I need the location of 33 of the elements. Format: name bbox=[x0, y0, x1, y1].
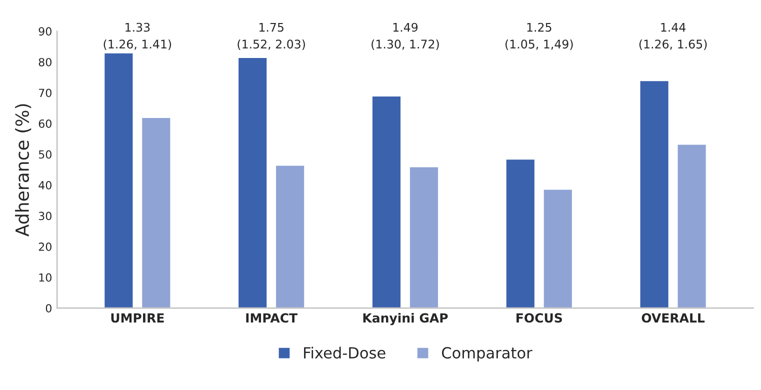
y-tick-label: 50 bbox=[38, 150, 52, 159]
y-tick-label: 20 bbox=[38, 242, 52, 251]
bar bbox=[274, 164, 306, 308]
annotation: 1.25 (1.05, 1,49) bbox=[506, 22, 573, 50]
y-tick-label: 80 bbox=[38, 58, 52, 66]
x-tick-label: IMPACT bbox=[246, 313, 298, 323]
annotation: 1.33 (1.26, 1.41) bbox=[104, 22, 172, 50]
y-tick-label: 0 bbox=[46, 304, 52, 312]
y-axis-title: Adherance (%) bbox=[15, 104, 32, 237]
bar bbox=[542, 188, 574, 308]
annotation: 1.75 (1.52, 2.03) bbox=[238, 22, 305, 50]
y-tick-label: 70 bbox=[38, 88, 52, 98]
x-tick-label: OVERALL bbox=[642, 313, 705, 323]
x-tick-label: FOCUS bbox=[516, 313, 562, 323]
annotation: 1.49 (1.30, 1.72) bbox=[372, 22, 439, 50]
annotation: 1.44 (1.26, 1.65) bbox=[639, 22, 707, 50]
x-tick-label: UMPIRE bbox=[111, 313, 164, 323]
y-tick-label: 60 bbox=[38, 119, 52, 128]
x-tick-label: Kanyini GAP bbox=[363, 312, 448, 326]
y-tick-label: 10 bbox=[39, 273, 52, 282]
bar bbox=[504, 158, 536, 308]
bar bbox=[140, 116, 172, 308]
legend-label: Comparator bbox=[442, 347, 532, 362]
bar bbox=[408, 166, 440, 308]
bar bbox=[638, 80, 670, 308]
bar bbox=[237, 56, 268, 308]
bar bbox=[676, 143, 708, 308]
legend-label: Fixed-Dose bbox=[304, 346, 386, 359]
y-tick-label: 30 bbox=[38, 212, 52, 220]
bar bbox=[371, 95, 402, 308]
y-tick-label: 40 bbox=[38, 181, 52, 190]
y-tick-label: 90 bbox=[38, 27, 52, 36]
bar bbox=[103, 52, 134, 308]
